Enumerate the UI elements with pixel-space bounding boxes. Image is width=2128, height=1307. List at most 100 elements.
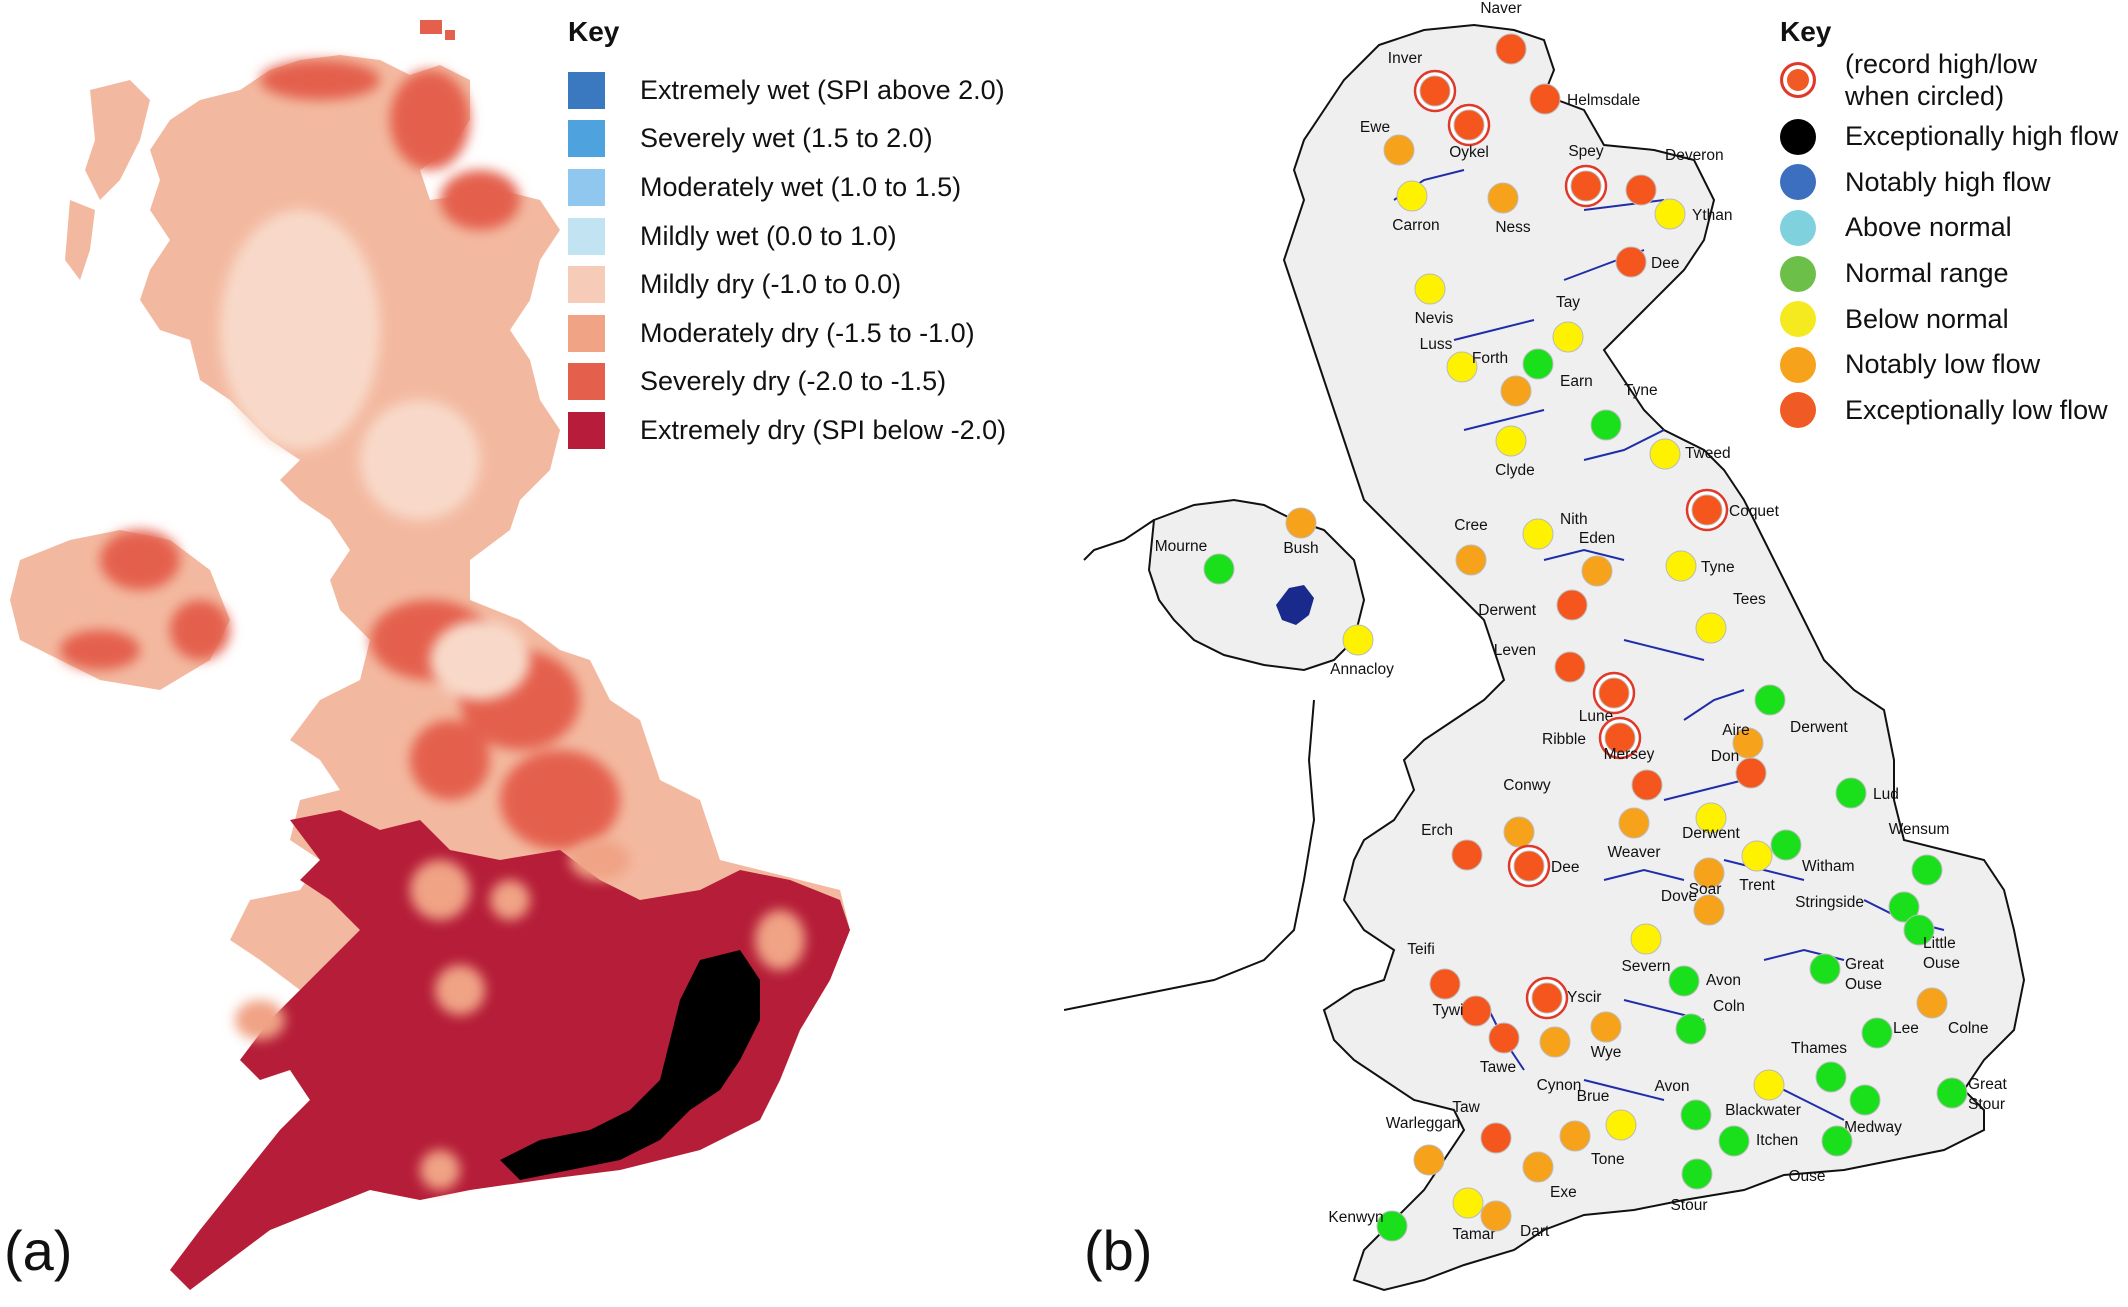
station-marker [1559, 1120, 1591, 1152]
station-severn: Severn [1621, 923, 1671, 975]
legend-label: Exceptionally low flow [1845, 394, 2108, 425]
station-marker [1809, 953, 1841, 985]
station-label: Inver [1388, 50, 1422, 67]
station-label: Forth [1472, 350, 1508, 367]
station-inver: Inver [1388, 50, 1457, 113]
station-marker [1552, 321, 1584, 353]
station-marker [1681, 1158, 1713, 1190]
legend-label: (record high/low when circled) [1845, 49, 2038, 111]
station-label: Lud [1873, 786, 1899, 803]
station-label: Clyde [1495, 462, 1535, 479]
station-tyne: Tyne [1665, 550, 1735, 582]
station-label: Carron [1392, 217, 1439, 234]
station-coquet: Coquet [1685, 488, 1780, 532]
spi-key-item: Severely wet (1.5 to 2.0) [568, 115, 1006, 164]
legend-label: Normal range [1845, 258, 2009, 289]
legend-label: Severely dry (-2.0 to -1.5) [640, 366, 947, 397]
station-label: Wensum [1889, 821, 1950, 838]
station-derwent: Derwent [1754, 684, 1848, 736]
flow-key-list: (record high/low when circled) Exception… [1780, 46, 2118, 433]
spi-key-list: Extremely wet (SPI above 2.0) Severely w… [568, 66, 1006, 455]
station-label: Brue [1577, 1088, 1610, 1105]
station-label: Bush [1283, 540, 1318, 557]
station-label: Lee [1893, 1020, 1919, 1037]
station-luss: Luss [1420, 336, 1478, 383]
station-marker [1625, 174, 1657, 206]
station-lune: Lune [1579, 671, 1636, 725]
station-teifi: Teifi [1407, 941, 1461, 1000]
station-wye: Wye [1590, 1011, 1622, 1061]
station-marker [1936, 1077, 1968, 1109]
station-marker [1554, 651, 1586, 683]
station-marker [1590, 409, 1622, 441]
station-label: Coln [1713, 998, 1745, 1015]
station-label: Dart [1520, 1223, 1550, 1240]
station-avon: Avon [1654, 1078, 1712, 1131]
station-kenwyn: Kenwyn [1328, 1209, 1408, 1242]
station-ouse: Ouse [1788, 1125, 1853, 1185]
station-label: Kenwyn [1328, 1209, 1383, 1226]
station-label: Ythan [1692, 207, 1733, 224]
legend-label: Notably high flow [1845, 166, 2051, 197]
station-label: Tweed [1685, 445, 1731, 462]
flow-key-item: Exceptionally high flow [1780, 114, 2118, 160]
spi-map-panel: Key Extremely wet (SPI above 2.0) Severe… [4, 16, 1006, 1290]
station-label: Avon [1706, 972, 1741, 989]
station-great-ouse: Great Ouse [1809, 953, 1884, 993]
station-label: Little Ouse [1923, 935, 1960, 972]
station-stringside: Stringside [1795, 891, 1920, 923]
station-marker [1835, 777, 1867, 809]
station-tyne: Tyne [1590, 382, 1658, 441]
station-derwent: Derwent [1478, 589, 1588, 621]
station-annacloy: Annacloy [1330, 624, 1394, 678]
station-marker [1488, 1022, 1520, 1054]
station-label: Lune [1579, 708, 1613, 725]
station-dove: Dove [1661, 857, 1725, 905]
station-aire: Aire [1722, 722, 1764, 759]
legend-label: Moderately dry (-1.5 to -1.0) [640, 317, 975, 348]
station-label: Avon [1654, 1078, 1689, 1095]
station-marker [1693, 894, 1725, 926]
station-marker [1383, 134, 1415, 166]
station-label: Tywi [1433, 1002, 1464, 1019]
station-label: Derwent [1790, 719, 1848, 736]
station-dart: Dart [1480, 1200, 1550, 1240]
station-label: Tees [1733, 591, 1766, 608]
station-little-ouse: Little Ouse [1903, 914, 1960, 972]
flow-key-item: Below normal [1780, 296, 2118, 342]
station-label: Wye [1591, 1044, 1622, 1061]
station-itchen: Itchen [1718, 1125, 1798, 1157]
station-label: Erch [1421, 822, 1453, 839]
station-great-stour: Great Stour [1936, 1076, 2007, 1113]
station-marker [1668, 965, 1700, 997]
station-tawe: Tawe [1480, 1022, 1520, 1076]
legend-marker [1780, 301, 1816, 338]
station-marker [1631, 769, 1663, 801]
station-marker [1695, 802, 1727, 834]
spi-key-item: Severely dry (-2.0 to -1.5) [568, 358, 1006, 407]
station-label: Tamar [1452, 1226, 1495, 1243]
station-marker [1718, 1125, 1750, 1157]
station-label: Thames [1791, 1040, 1847, 1057]
station-bush: Bush [1283, 507, 1319, 557]
station-lud: Lud [1835, 777, 1899, 809]
station-marker [1630, 923, 1662, 955]
station-label: Stour [1670, 1197, 1707, 1214]
station-eden: Eden [1579, 530, 1615, 587]
station-marker [1285, 507, 1317, 539]
station-mourne: Mourne [1155, 538, 1235, 585]
legend-marker [1780, 62, 1816, 98]
station-label: Tone [1591, 1151, 1625, 1168]
station-soar: Soar [1689, 881, 1725, 926]
station-label: Annacloy [1330, 661, 1394, 678]
station-label: Nith [1560, 511, 1588, 528]
station-marker [1342, 624, 1374, 656]
flow-key-item: Exceptionally low flow [1780, 388, 2118, 434]
station-label: Derwent [1682, 825, 1740, 842]
station-label: Cree [1454, 517, 1488, 534]
station-label: Taw [1452, 1099, 1480, 1116]
station-don: Don [1711, 748, 1767, 789]
station-spey: Spey [1564, 143, 1608, 208]
station-label: Tyne [1624, 382, 1658, 399]
flow-key-item: Normal range [1780, 251, 2118, 297]
